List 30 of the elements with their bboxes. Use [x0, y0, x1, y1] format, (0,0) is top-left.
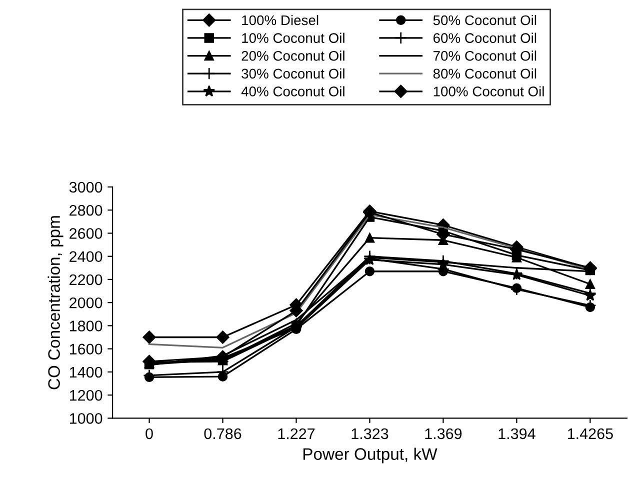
y-tick-label: 3000	[69, 182, 102, 193]
legend-label: 100% Diesel	[242, 14, 318, 26]
y-tick-label: 2000	[70, 297, 102, 308]
legend-label: 50% Coconut Oil	[433, 14, 536, 26]
x-tick-label: 1.369	[425, 428, 462, 440]
legend-label: 60% Coconut Oil	[433, 32, 536, 43]
x-tick-label: 1.4265	[568, 428, 613, 440]
x-tick-label: 0	[146, 428, 153, 440]
y-tick-label: 2800	[70, 204, 102, 216]
x-tick-label: 0.786	[204, 428, 242, 440]
legend-label: 100% Coconut Oil	[434, 86, 544, 96]
y-tick-label: 1600	[70, 344, 102, 355]
legend-label: 20% Coconut Oil	[242, 50, 344, 61]
x-tick-label: 1.394	[498, 428, 536, 440]
y-tick-label: 2600	[70, 228, 102, 239]
legend-label: 70% Coconut Oil	[434, 50, 536, 61]
x-axis-title: Power Output, kW	[303, 448, 438, 464]
legend-label: 10% Coconut Oil	[242, 32, 344, 43]
legend-label: 40% Coconut Oil	[241, 86, 344, 96]
y-tick-label: 1800	[70, 320, 102, 332]
legend-label: 80% Coconut Oil	[433, 68, 536, 79]
y-axis-title: CO Concentration, ppm	[48, 216, 64, 390]
y-tick-label: 1200	[70, 390, 102, 401]
y-tick-label: 1400	[70, 366, 102, 378]
y-tick-label: 2200	[70, 274, 102, 286]
x-tick-label: 1.227	[278, 428, 315, 439]
y-tick-label: 2400	[70, 251, 102, 262]
x-tick-label: 1.323	[352, 428, 388, 440]
y-tick-label: 1000	[70, 413, 102, 424]
legend-label: 30% Coconut Oil	[242, 68, 344, 79]
